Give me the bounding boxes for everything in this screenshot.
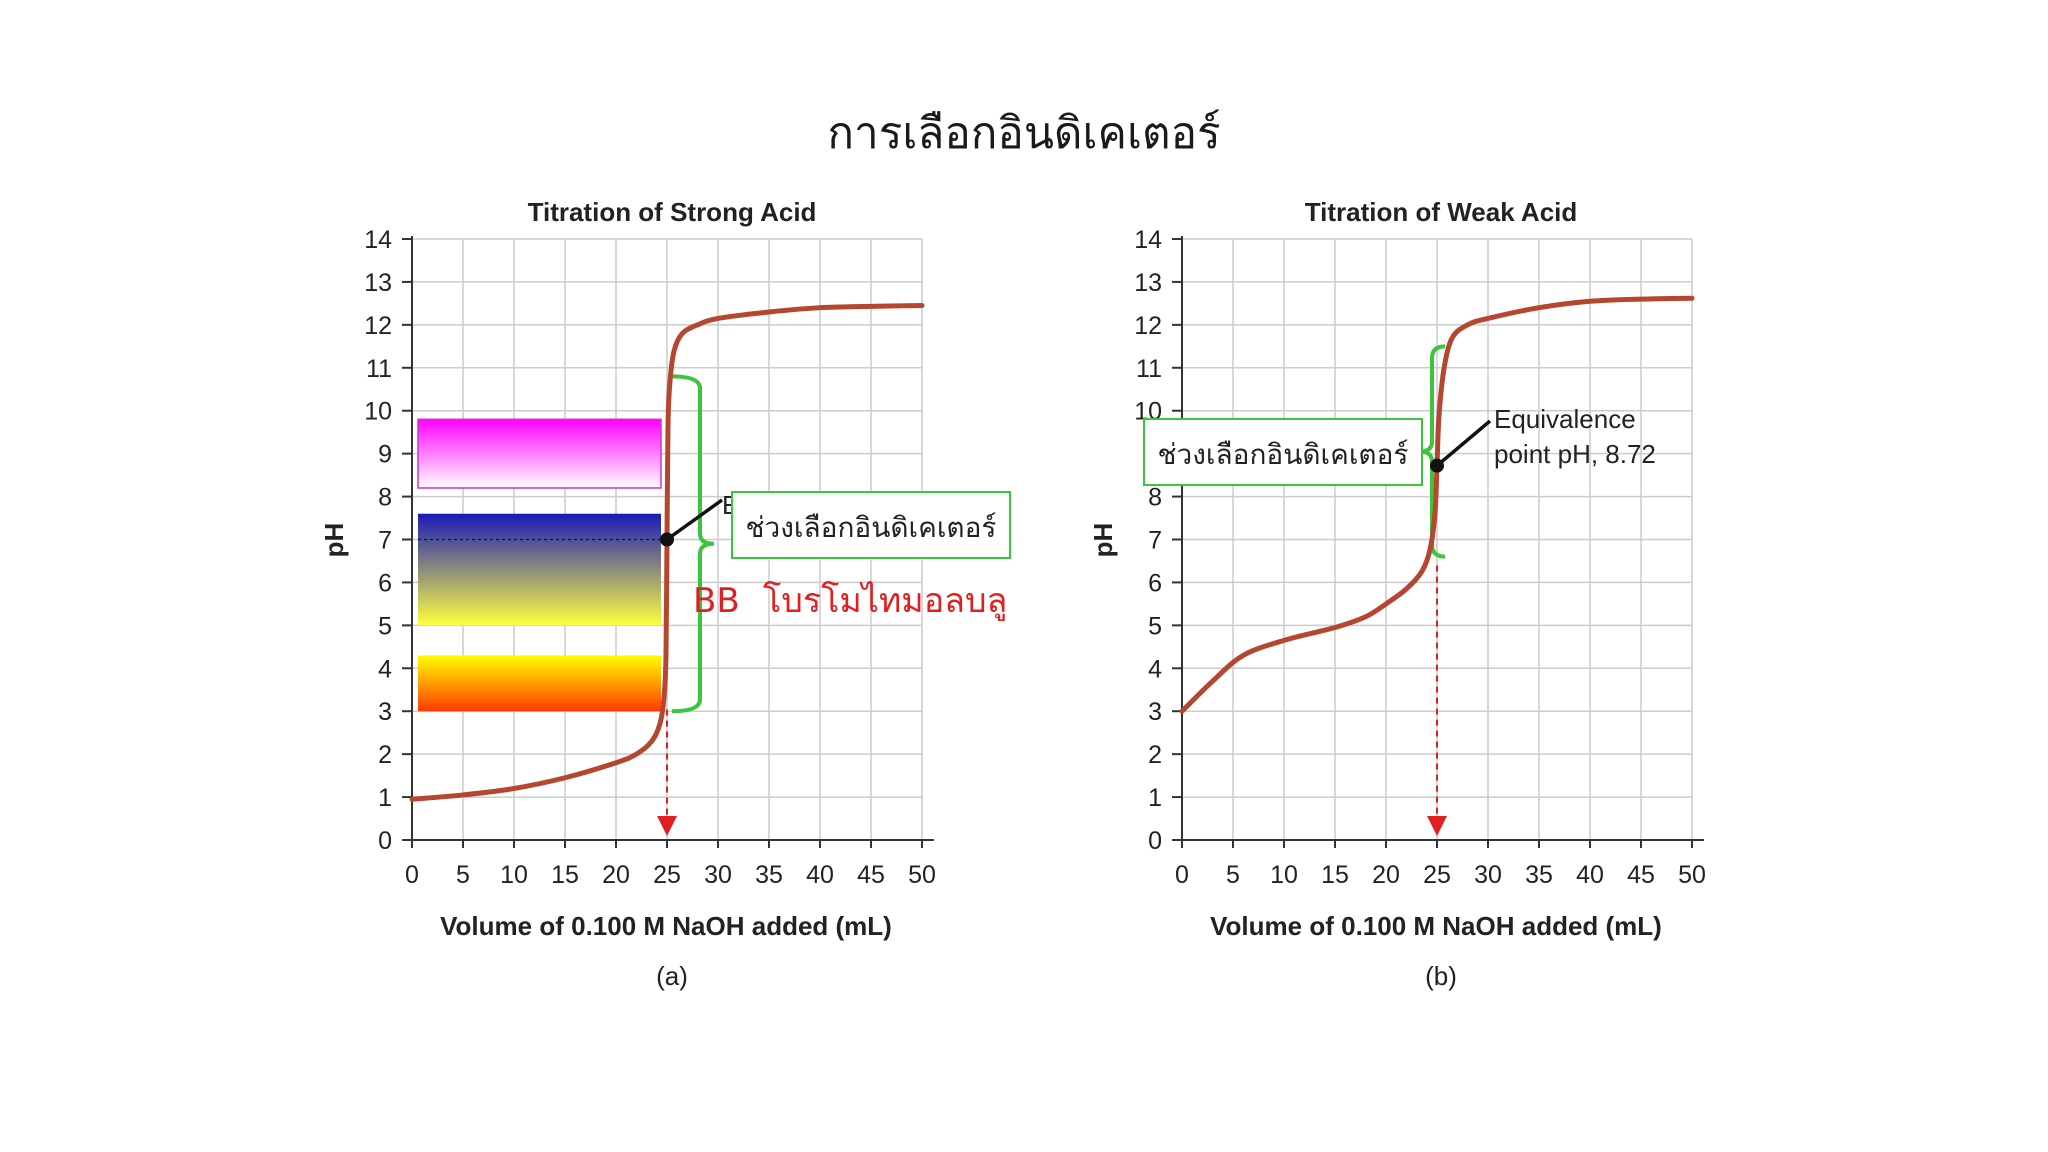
chart-b-xticks: 0 5 10 15 20 25 30 35 40 45 50 — [1175, 840, 1706, 889]
y-tick-label: 14 — [1134, 226, 1162, 254]
chart-b-xlabel: Volume of 0.100 M NaOH added (mL) — [1210, 911, 1662, 941]
y-tick-label: 8 — [378, 484, 392, 512]
x-tick-label: 30 — [704, 861, 732, 889]
x-tick-label: 25 — [1423, 861, 1451, 889]
chart-b-ylabel: pH — [1088, 523, 1118, 558]
chart-b-equivalence-point — [1430, 458, 1444, 473]
chart-a-indicator-abbr: BB — [693, 581, 740, 621]
y-tick-label: 6 — [1148, 569, 1162, 597]
chart-a-range-label-box — [731, 491, 1011, 559]
x-tick-label: 5 — [456, 861, 470, 889]
y-tick-label: 14 — [364, 226, 392, 254]
x-tick-label: 0 — [1175, 861, 1189, 889]
x-tick-label: 5 — [1226, 861, 1240, 889]
y-tick-label: 11 — [366, 355, 392, 383]
y-tick-label: 2 — [1148, 741, 1162, 769]
x-tick-label: 15 — [1321, 861, 1349, 889]
y-tick-label: 2 — [378, 741, 392, 769]
chart-a-caption: (a) — [656, 961, 688, 991]
x-tick-label: 0 — [405, 861, 419, 889]
chart-b-equivalence-label-line1: Equivalence — [1494, 404, 1636, 434]
x-tick-label: 30 — [1474, 861, 1502, 889]
y-tick-label: 12 — [364, 312, 392, 340]
y-tick-label: 4 — [378, 655, 392, 683]
chart-a-xlabel: Volume of 0.100 M NaOH added (mL) — [440, 911, 892, 941]
chart-a-annotations — [657, 374, 724, 836]
x-tick-label: 40 — [806, 861, 834, 889]
chart-a-bands — [417, 418, 662, 712]
chart-a-xticks: 0 5 10 15 20 25 30 35 40 45 50 — [405, 840, 936, 889]
indicator-band — [417, 418, 662, 489]
y-tick-label: 6 — [378, 569, 392, 597]
x-tick-label: 50 — [1678, 861, 1706, 889]
y-tick-label: 5 — [1148, 612, 1162, 640]
x-tick-label: 40 — [1576, 861, 1604, 889]
chart-b-grid — [1182, 238, 1693, 840]
x-tick-label: 10 — [500, 861, 528, 889]
chart-a-callout: E ช่วงเลือกอินดิเคเตอร์ — [722, 490, 1011, 559]
indicator-band — [418, 655, 661, 712]
indicator-range-bracket — [671, 374, 715, 714]
y-tick-label: 10 — [364, 398, 392, 426]
chart-a-equivalence-point — [660, 532, 674, 547]
weak-acid-chart: Titration of Weak Acid 0 5 10 15 20 25 30 35 40 4… — [1088, 197, 1706, 991]
y-tick-label: 3 — [378, 698, 392, 726]
chart-b-axes — [1181, 236, 1704, 848]
y-tick-label: 11 — [1136, 355, 1162, 383]
y-tick-label: 4 — [1148, 655, 1162, 683]
chart-a-title: Titration of Strong Acid — [528, 197, 817, 227]
x-tick-label: 45 — [1627, 861, 1655, 889]
y-tick-label: 13 — [364, 269, 392, 297]
x-tick-label: 20 — [602, 861, 630, 889]
callout-leader-line — [665, 498, 724, 541]
y-tick-label: 0 — [378, 827, 392, 855]
slide-title: การเลือกอินดิเคเตอร์ — [827, 108, 1221, 159]
x-tick-label: 50 — [908, 861, 936, 889]
y-tick-label: 9 — [378, 441, 392, 469]
y-tick-label: 1 — [378, 784, 392, 812]
chart-b-title: Titration of Weak Acid — [1305, 197, 1578, 227]
x-tick-label: 10 — [1270, 861, 1298, 889]
chart-b-range-label: ช่วงเลือกอินดิเคเตอร์ — [1158, 438, 1409, 471]
x-tick-label: 35 — [1525, 861, 1553, 889]
y-tick-label: 0 — [1148, 827, 1162, 855]
chart-a-ylabel: pH — [319, 523, 349, 558]
y-tick-label: 12 — [1134, 312, 1162, 340]
x-tick-label: 35 — [755, 861, 783, 889]
y-tick-label: 8 — [1148, 484, 1162, 512]
x-tick-label: 25 — [653, 861, 681, 889]
chart-b-caption: (b) — [1425, 961, 1457, 991]
y-tick-label: 7 — [378, 527, 392, 555]
chart-b-callout: ช่วงเลือกอินดิเคเตอร์ — [1143, 418, 1423, 486]
y-tick-label: 5 — [378, 612, 392, 640]
y-tick-label: 1 — [1148, 784, 1162, 812]
chart-b-range-label-box — [1143, 418, 1423, 486]
chart-b-curve — [1179, 295, 1695, 714]
x-tick-label: 45 — [857, 861, 885, 889]
y-tick-label: 13 — [1134, 269, 1162, 297]
x-tick-label: 20 — [1372, 861, 1400, 889]
chart-b-equivalence-label-line2: point pH, 8.72 — [1494, 439, 1656, 469]
chart-a-range-label: ช่วงเลือกอินดิเคเตอร์ — [746, 511, 997, 544]
indicator-band — [418, 513, 661, 626]
y-tick-label: 3 — [1148, 698, 1162, 726]
chart-a-indicator-name: โบรโมไทมอลบลู — [763, 581, 1007, 621]
callout-leader-line — [1435, 419, 1492, 468]
chart-a-axes — [411, 236, 934, 848]
strong-acid-chart: Titration of Strong Acid 0 5 10 15 20 25 30 35 4… — [319, 197, 1011, 991]
x-tick-label: 15 — [551, 861, 579, 889]
y-tick-label: 7 — [1148, 527, 1162, 555]
